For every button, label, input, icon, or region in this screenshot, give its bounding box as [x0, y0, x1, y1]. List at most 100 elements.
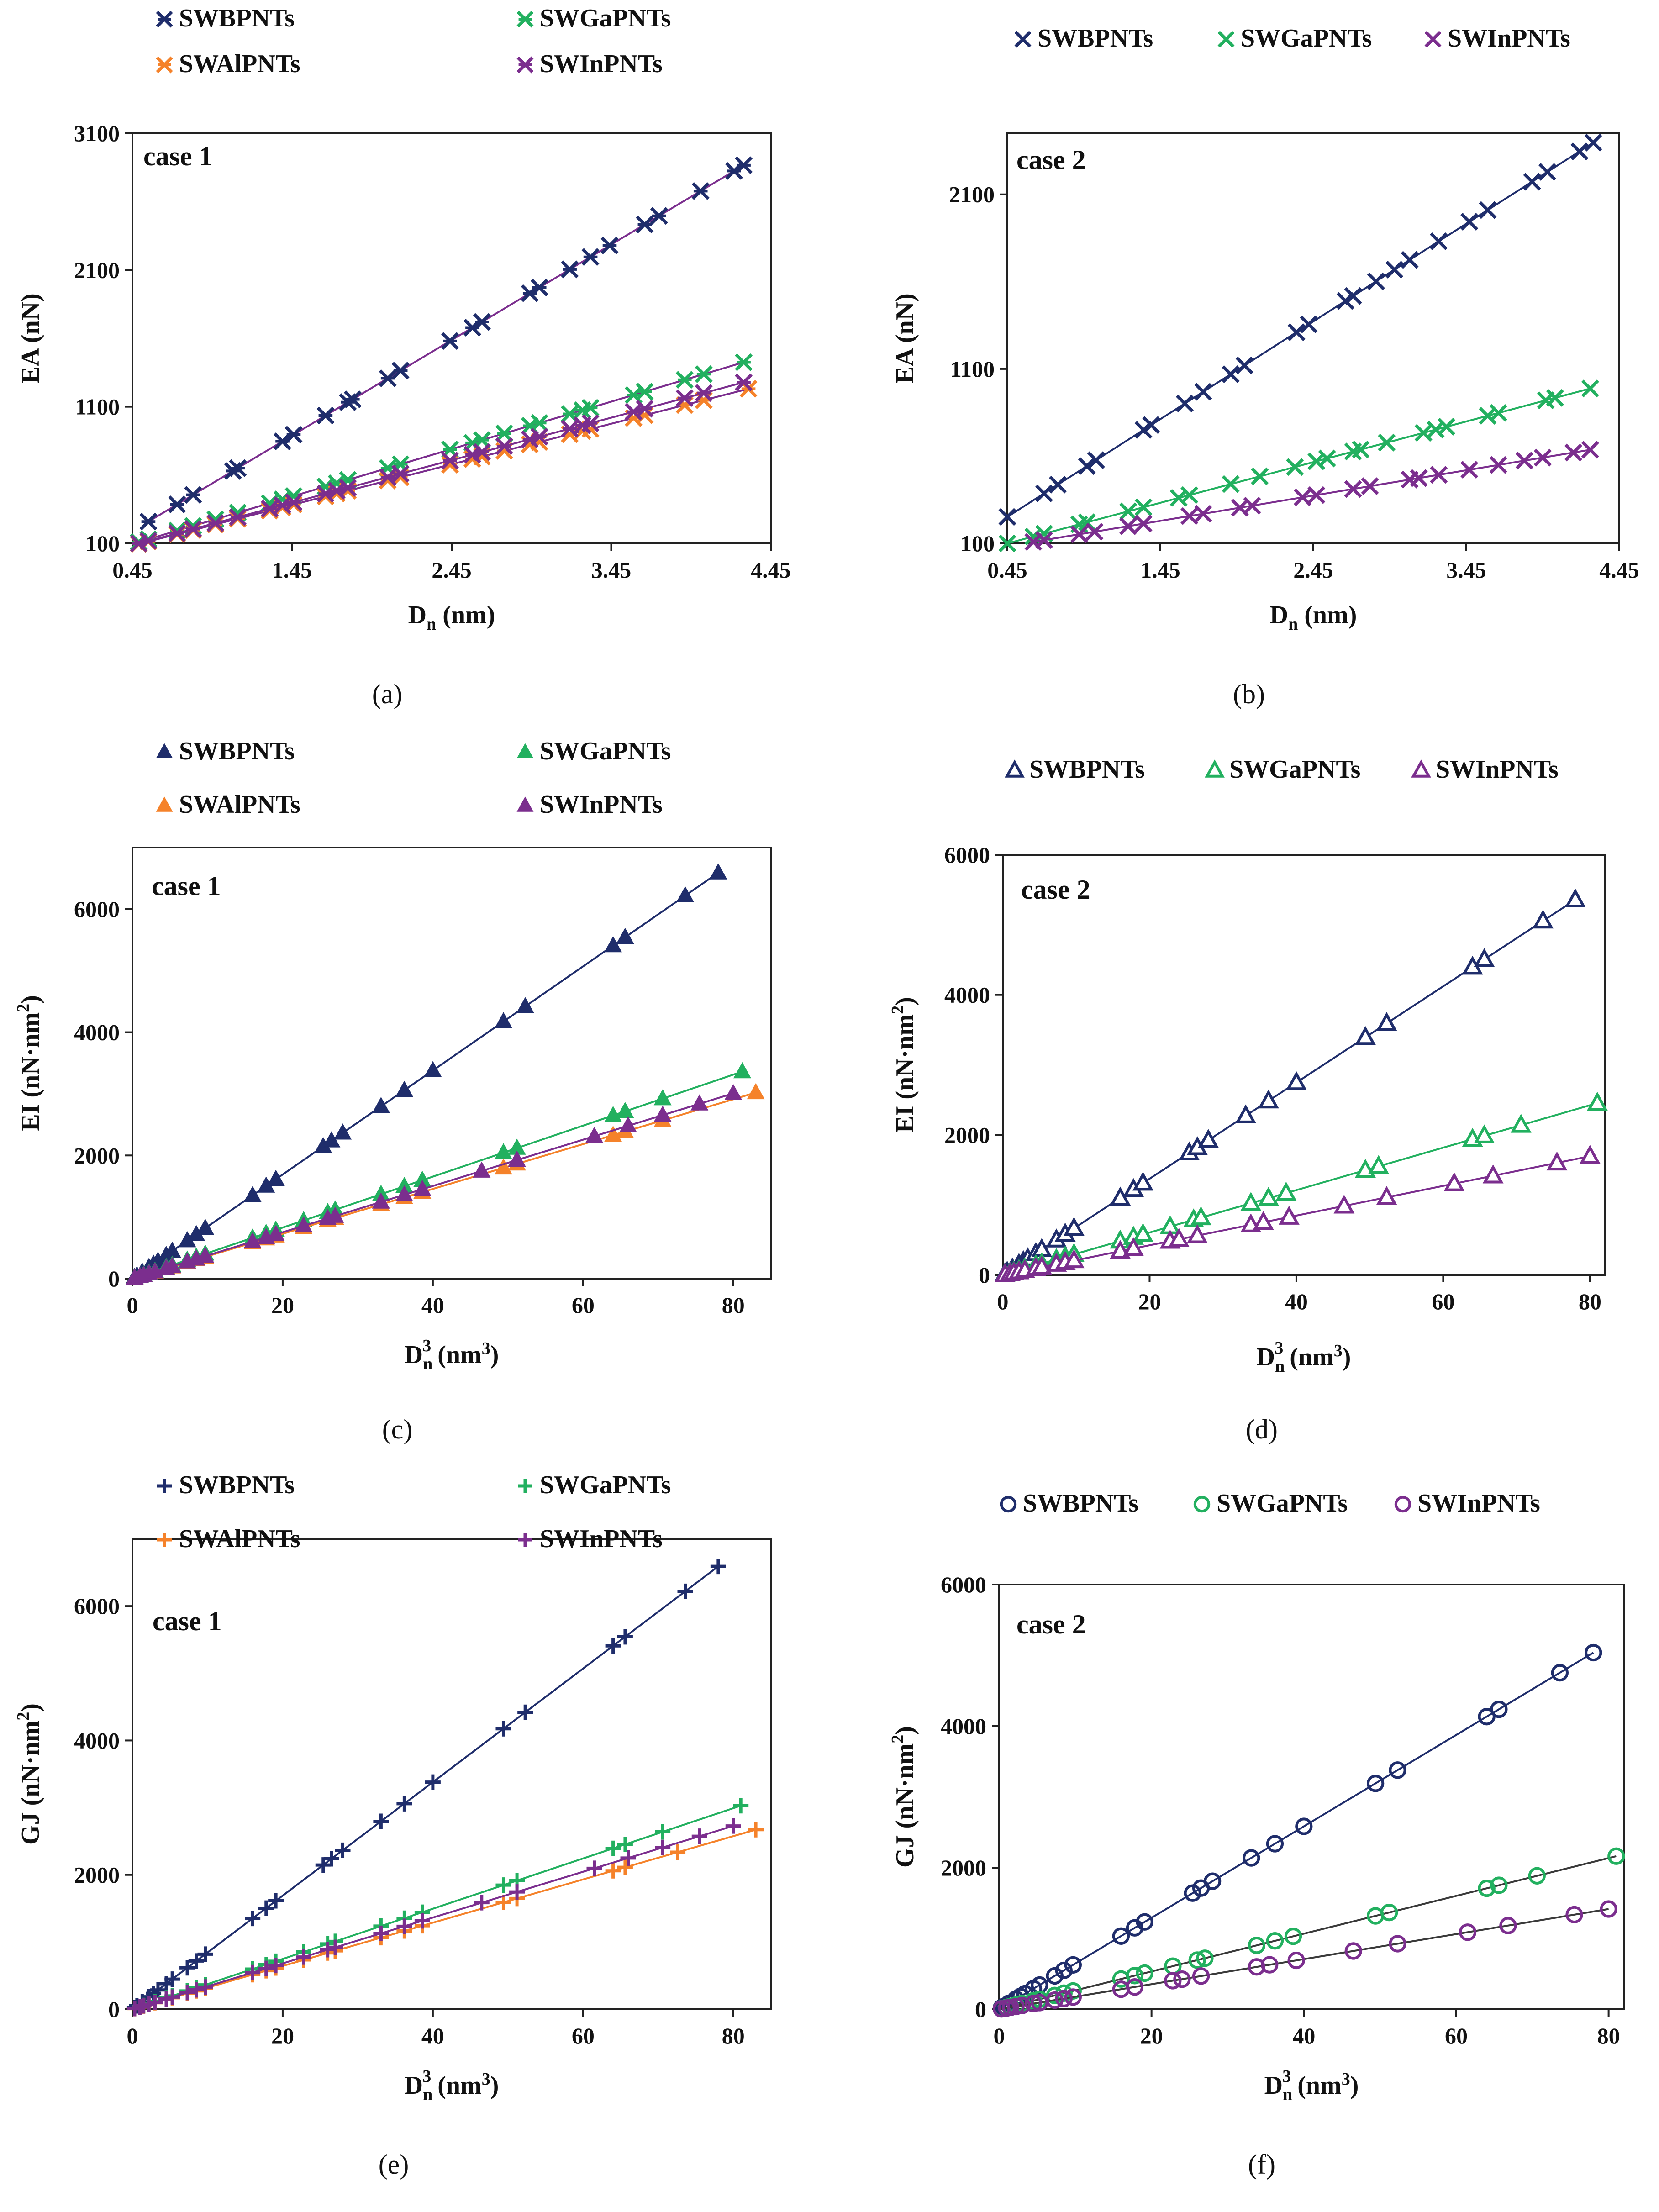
data-point [1278, 1206, 1300, 1225]
x-tick-label: 60 [1432, 1289, 1454, 1314]
data-point [1169, 489, 1188, 507]
y-axis-label: EI (nN·nm2) [14, 995, 45, 1131]
data-point [725, 1818, 741, 1834]
data-point [1294, 488, 1312, 506]
data-point [473, 1161, 491, 1178]
trend-line [138, 381, 744, 545]
data-point [197, 1979, 213, 1995]
data-point [675, 371, 694, 389]
data-point [1243, 496, 1261, 515]
data-point [1585, 1643, 1602, 1662]
data-point [617, 1836, 633, 1852]
series-SWInPNTs [1024, 441, 1599, 551]
data-point [1551, 1664, 1569, 1682]
legend-marker [516, 743, 534, 758]
data-point [1584, 133, 1602, 152]
data-point [196, 1247, 215, 1263]
data-point [333, 1123, 352, 1140]
trend-line [134, 1070, 743, 1279]
data-point [284, 493, 303, 511]
legend-marker [156, 796, 173, 812]
chart-panel-e: 0 20 40 60 80 0 2000 4000 6000 Dn3 (nm3) GJ (nN·nm… [14, 1471, 772, 2180]
data-point [604, 936, 622, 953]
trend-line [134, 1805, 741, 2010]
data-point [1064, 1956, 1082, 1974]
data-point [998, 508, 1016, 526]
data-point [1600, 1900, 1617, 1918]
legend-item-SWBPNTs: SWBPNTs [1000, 1489, 1138, 1517]
data-point [1173, 1970, 1191, 1988]
data-point [677, 1583, 693, 1599]
data-point [1258, 1089, 1279, 1109]
data-point [1534, 448, 1552, 467]
legend-item-SWGaPNTs: SWGaPNTs [1193, 1489, 1348, 1517]
y-tick-label: 4000 [74, 1727, 120, 1753]
legend-item-SWInPNTs: SWInPNTs [516, 50, 663, 78]
y-tick-label: 0 [979, 1262, 990, 1288]
data-point [1510, 1114, 1532, 1133]
data-point [245, 1911, 261, 1927]
case-label: case 1 [143, 141, 213, 171]
legend-label: SWInPNTs [540, 1525, 663, 1553]
data-point [530, 414, 548, 432]
series-SWInPNTs [992, 1900, 1617, 2018]
x-tick-label: 0.45 [987, 557, 1027, 583]
data-point [379, 369, 397, 387]
legend-item-SWGaPNTs: SWGaPNTs [1217, 24, 1372, 53]
x-tick-label: 40 [1285, 1289, 1308, 1314]
data-point [1087, 451, 1105, 469]
data-point [1533, 909, 1554, 929]
data-point [998, 534, 1016, 553]
trend-line [1005, 1102, 1598, 1275]
data-point [1401, 251, 1419, 269]
data-point [495, 437, 513, 455]
data-point [1490, 1876, 1508, 1894]
y-tick-label: 100 [85, 531, 120, 556]
data-point [1489, 404, 1507, 422]
legend-label: SWBPNTs [1023, 1489, 1138, 1517]
data-point [1515, 452, 1533, 470]
data-point [229, 459, 247, 477]
y-tick-label: 100 [960, 531, 995, 556]
x-axis-label: Dn3 (nm3) [405, 1336, 499, 1374]
data-point [441, 332, 459, 350]
data-point [473, 443, 491, 461]
legend-item-SWInPNTs: SWInPNTs [518, 1525, 663, 1553]
x-tick-label: 3.45 [591, 557, 632, 583]
data-point [1055, 1990, 1073, 2007]
data-point [1478, 1879, 1496, 1897]
data-point [1300, 315, 1318, 333]
x-tick-label: 0 [127, 1292, 138, 1318]
data-point [1437, 418, 1455, 436]
case-label: case 1 [153, 1606, 222, 1636]
data-point [316, 406, 335, 425]
data-point [168, 524, 186, 542]
data-point [561, 260, 579, 279]
legend-marker [1005, 759, 1025, 778]
data-point [1307, 452, 1326, 470]
x-axis-label: Dn (nm) [1270, 601, 1357, 634]
data-point [1142, 416, 1160, 434]
data-point [1176, 395, 1194, 413]
data-point [676, 886, 695, 902]
legend-label: SWAlPNTs [179, 1525, 300, 1553]
data-point [616, 1101, 634, 1118]
legend-item-SWAlPNTs: SWAlPNTs [156, 50, 300, 78]
plot-frame [132, 1538, 772, 2010]
legend-label: SWInPNTs [540, 50, 663, 78]
data-point [1222, 365, 1240, 383]
data-point [206, 514, 225, 532]
data-point [530, 279, 548, 297]
series-SWInPNTs [126, 1084, 743, 1285]
x-tick-label: 1.45 [272, 557, 312, 583]
x-tick-label: 60 [572, 2023, 595, 2049]
data-point [1063, 1249, 1085, 1269]
legend-label: SWInPNTs [1417, 1489, 1540, 1517]
data-point [261, 500, 279, 518]
case-label: case 1 [152, 871, 221, 901]
trend-line [134, 1825, 734, 2010]
data-point [1085, 522, 1104, 541]
data-point [690, 1094, 709, 1111]
data-point [1123, 1237, 1144, 1256]
